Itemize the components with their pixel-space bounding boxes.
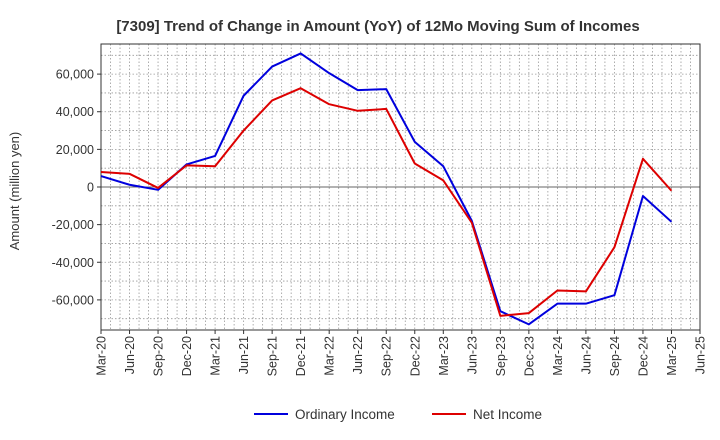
- y-tick-label: 0: [87, 181, 94, 195]
- x-tick-label: Mar-20: [95, 336, 109, 376]
- legend-label: Net Income: [473, 407, 542, 422]
- x-tick-label: Sep-21: [266, 336, 280, 376]
- x-tick-label: Jun-24: [579, 336, 593, 374]
- legend: Ordinary Income Net Income: [254, 407, 542, 422]
- x-tick-label: Jun-21: [237, 336, 251, 374]
- x-tick-label: Sep-20: [152, 336, 166, 376]
- y-tick-label: 60,000: [56, 68, 94, 82]
- x-tick-label: Dec-20: [180, 336, 194, 376]
- y-tick-label: -20,000: [52, 218, 94, 232]
- x-tick-label: Mar-25: [665, 336, 679, 376]
- x-tick-label: Sep-24: [608, 336, 622, 376]
- x-tick-label: Mar-22: [323, 336, 337, 376]
- y-tick-label: 40,000: [56, 105, 94, 119]
- x-tick-label: Dec-21: [294, 336, 308, 376]
- x-tick-label: Dec-22: [408, 336, 422, 376]
- x-tick-label: Dec-24: [636, 336, 650, 376]
- x-tick-label: Mar-24: [551, 336, 565, 376]
- x-tick-label: Sep-23: [494, 336, 508, 376]
- x-tick-label: Jun-20: [123, 336, 137, 374]
- chart-title: [7309] Trend of Change in Amount (YoY) o…: [116, 18, 639, 35]
- y-axis-label: Amount (million yen): [7, 132, 22, 251]
- x-tick-label: Mar-21: [209, 336, 223, 376]
- y-tick-label: -60,000: [52, 293, 94, 307]
- series-line-net-income: [100, 87, 673, 317]
- series-line-ordinary-income: [100, 52, 673, 326]
- plot-area: -60,000 -40,000 -20,000 0 20,000 40,000 60,000…: [52, 43, 708, 376]
- y-tick-label: 20,000: [56, 143, 94, 157]
- x-tick-label: Jun-22: [351, 336, 365, 374]
- x-tick-label: Jun-25: [694, 336, 708, 374]
- x-tick-label: Jun-23: [465, 336, 479, 374]
- y-tick-label: -40,000: [52, 256, 94, 270]
- legend-label: Ordinary Income: [295, 407, 395, 422]
- x-tick-label: Mar-23: [437, 336, 451, 376]
- x-tick-label: Sep-22: [380, 336, 394, 376]
- x-tick-label: Dec-23: [522, 336, 536, 376]
